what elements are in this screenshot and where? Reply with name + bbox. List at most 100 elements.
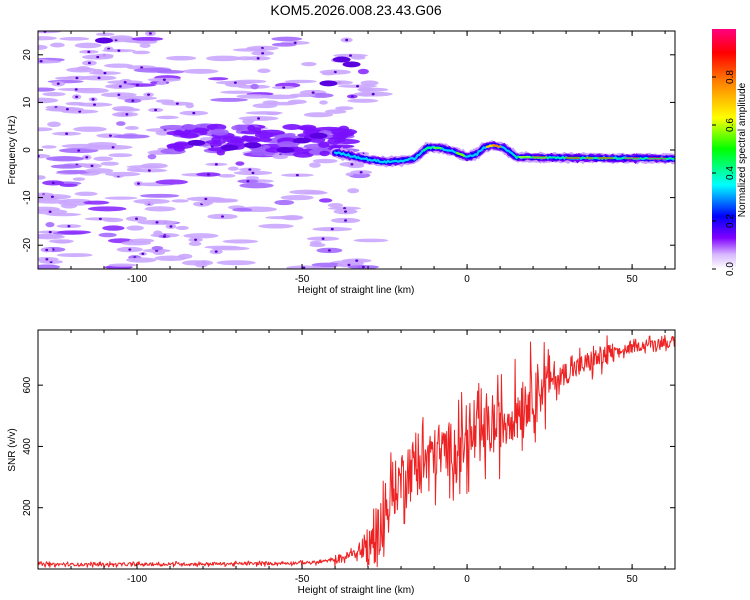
- noise-blob: [95, 32, 115, 37]
- noise-blob: [308, 93, 334, 98]
- band-blob: [285, 132, 296, 138]
- noise-blob: [84, 168, 114, 174]
- noise-blob-core: [50, 195, 54, 198]
- noise-blob-core: [356, 85, 360, 88]
- colorbar-tick-label: 0.0: [725, 262, 736, 276]
- noise-blob: [61, 143, 102, 149]
- noise-blob: [131, 36, 164, 41]
- snr-ylabel: SNR (v/v): [7, 428, 18, 471]
- noise-blob-core: [65, 108, 69, 111]
- noise-blob: [312, 158, 338, 164]
- noise-blob: [56, 170, 94, 174]
- noise-blob: [38, 194, 72, 200]
- strong-blob: [332, 56, 351, 63]
- noise-blob: [139, 43, 151, 48]
- noise-blob: [301, 62, 317, 67]
- noise-blob: [56, 253, 93, 258]
- noise-blob: [204, 245, 241, 249]
- noise-blob: [274, 199, 295, 206]
- noise-blob-core: [140, 66, 144, 69]
- noise-blob: [83, 200, 110, 205]
- noise-blob: [38, 209, 68, 215]
- noise-blob-core: [51, 181, 55, 185]
- noise-blob: [309, 162, 321, 168]
- band-blob: [327, 137, 342, 145]
- noise-blob: [262, 94, 299, 100]
- noise-blob: [236, 94, 272, 99]
- band-blob: [173, 129, 184, 136]
- band-blob: [179, 132, 199, 139]
- noise-blob: [126, 225, 144, 231]
- strong-blob: [342, 61, 361, 68]
- noise-blob: [132, 50, 151, 55]
- noise-blob-core: [154, 108, 158, 112]
- noise-blob: [310, 266, 324, 269]
- noise-blob: [93, 156, 114, 162]
- noise-blob: [232, 207, 253, 212]
- y-tick-label: 200: [22, 499, 33, 516]
- ridge-hotspot: [456, 151, 465, 157]
- noise-blob-core: [74, 88, 78, 91]
- noise-blob-core: [65, 132, 69, 135]
- noise-blob: [183, 233, 219, 239]
- noise-blob: [257, 68, 271, 74]
- noise-blob: [272, 154, 288, 160]
- x-tick-label: -50: [295, 274, 310, 285]
- noise-blob-core: [98, 217, 102, 221]
- noise-blob: [321, 72, 336, 76]
- noise-blob-core: [87, 61, 91, 65]
- noise-blob-core: [169, 225, 173, 228]
- noise-blob: [60, 203, 78, 209]
- band-blob: [247, 124, 256, 131]
- noise-blob: [139, 193, 180, 198]
- noise-blob: [98, 232, 117, 238]
- colorbar: 0.0 0.2 0.4 0.6 0.8 Normalized spectral ampl…: [712, 29, 748, 276]
- noise-blob: [345, 172, 354, 177]
- band-blob: [297, 126, 316, 131]
- noise-blob-core: [56, 82, 60, 85]
- noise-blob-core: [48, 210, 52, 213]
- noise-blob-core: [257, 117, 261, 120]
- spectrogram-ylabel: Frequency (Hz): [7, 116, 18, 185]
- x-tick-label: 50: [627, 574, 639, 585]
- noise-blob-core: [45, 258, 49, 261]
- noise-blob: [147, 154, 157, 160]
- x-tick-label: 0: [464, 274, 470, 285]
- noise-blob-core: [162, 78, 166, 81]
- noise-blob: [250, 83, 259, 90]
- noise-blob: [205, 55, 242, 62]
- noise-blob-core: [141, 252, 145, 256]
- noise-blob: [156, 115, 179, 120]
- noise-blob-core: [350, 95, 354, 98]
- noise-blob: [303, 112, 334, 118]
- noise-blob-core: [321, 237, 325, 240]
- noise-blob: [208, 77, 229, 81]
- noise-blob: [87, 206, 127, 212]
- noise-blob-core: [350, 163, 354, 166]
- noise-blob: [38, 36, 57, 41]
- noise-blob-core: [131, 99, 135, 102]
- noise-blob: [47, 121, 61, 127]
- band-blob: [254, 132, 274, 139]
- noise-blob: [265, 111, 281, 116]
- noise-blob-core: [77, 149, 81, 152]
- spectrogram-x-ticks: -100 -50 0 50: [37, 31, 666, 285]
- noise-blob: [309, 240, 322, 245]
- noise-blob-core: [361, 265, 365, 269]
- noise-blob: [74, 42, 102, 49]
- noise-blob: [155, 179, 188, 185]
- noise-blob-core: [147, 93, 151, 96]
- noise-blob: [57, 230, 92, 235]
- noise-blob: [134, 40, 158, 44]
- noise-blob-core: [123, 80, 127, 84]
- noise-blob: [126, 165, 161, 169]
- snr-x-ticks: -100 -50 0 50: [37, 330, 666, 585]
- noise-blob-core: [206, 173, 210, 176]
- noise-blob: [38, 44, 48, 50]
- noise-blob-core: [85, 156, 89, 159]
- noise-blob: [100, 161, 119, 166]
- noise-blob-core: [90, 164, 94, 168]
- noise-blob: [109, 35, 133, 40]
- strong-blob: [276, 147, 295, 153]
- noise-blob: [126, 257, 157, 263]
